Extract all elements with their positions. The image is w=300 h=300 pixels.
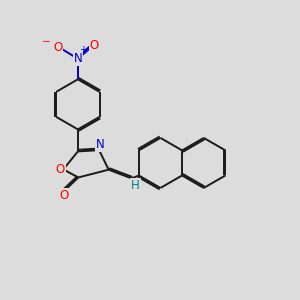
Text: −: −: [42, 37, 50, 47]
Text: O: O: [53, 41, 63, 54]
Text: +: +: [79, 45, 87, 55]
Text: O: O: [90, 39, 99, 52]
Text: O: O: [59, 189, 68, 202]
Text: H: H: [131, 179, 140, 192]
Text: N: N: [96, 138, 105, 152]
Text: O: O: [56, 163, 65, 176]
Text: N: N: [74, 52, 82, 65]
